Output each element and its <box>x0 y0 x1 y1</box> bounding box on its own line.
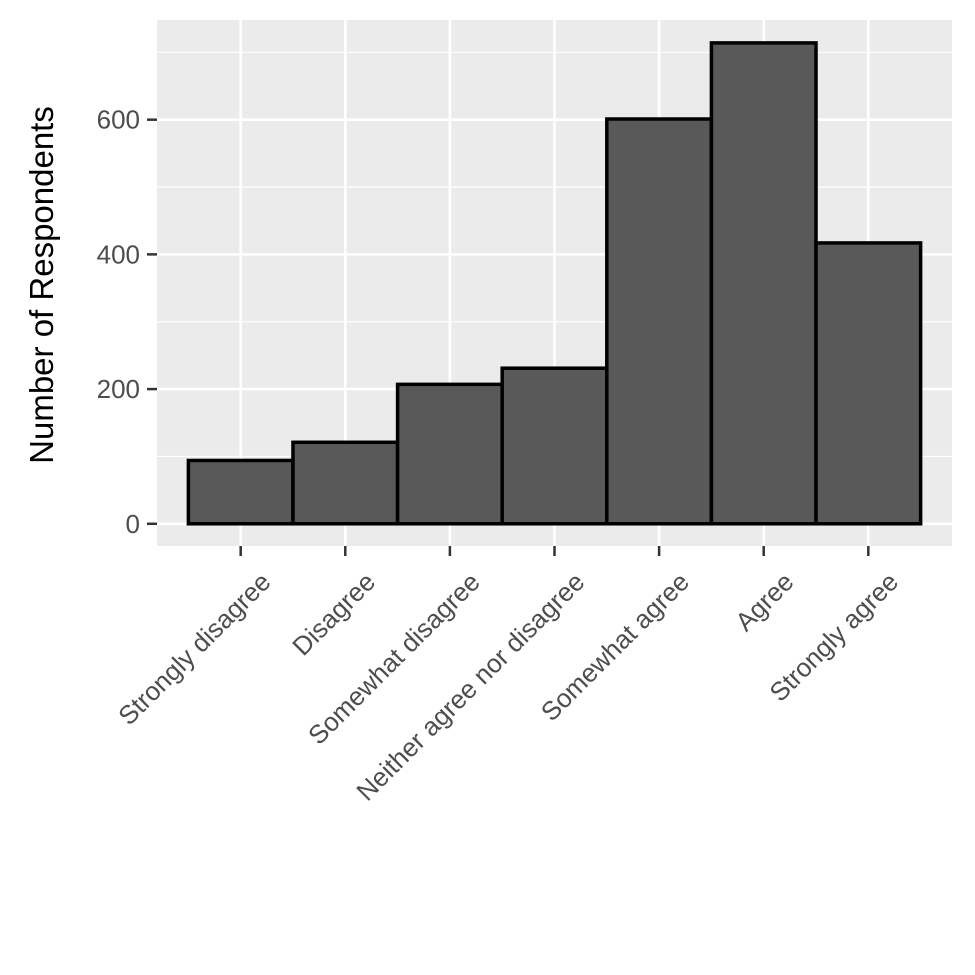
y-axis: 0 200 400 600 <box>97 105 157 539</box>
bar <box>605 117 714 526</box>
y-tick-label: 200 <box>97 374 140 404</box>
y-tick-label: 400 <box>97 239 140 269</box>
y-tick-label: 0 <box>126 509 140 539</box>
bar <box>395 382 504 526</box>
x-tick-label: Agree <box>729 567 799 637</box>
x-tick-label: Strongly disagree <box>112 567 276 731</box>
bar <box>186 458 295 526</box>
bars <box>186 41 923 526</box>
x-tick-label: Somewhat disagree <box>302 567 486 751</box>
bar <box>291 440 400 526</box>
bar <box>709 41 818 526</box>
bar <box>814 241 923 526</box>
bar <box>500 366 609 526</box>
y-axis-title: Number of Respondents <box>23 106 60 464</box>
y-tick-label: 600 <box>97 105 140 135</box>
x-tick-label: Disagree <box>286 567 381 662</box>
